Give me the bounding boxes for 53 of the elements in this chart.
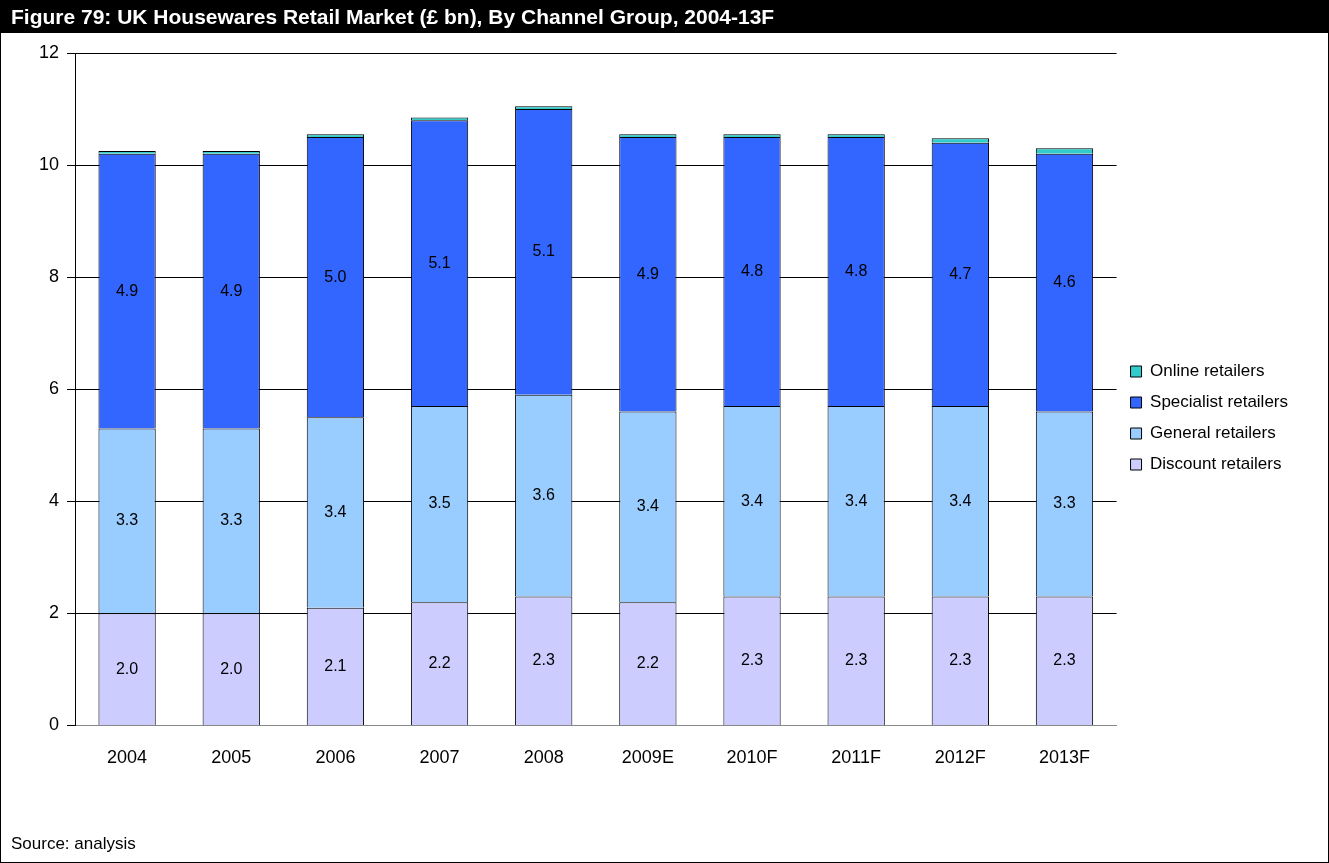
y-tick-label: 4 bbox=[49, 490, 60, 511]
legend-label: General retailers bbox=[1150, 423, 1276, 443]
data-label: 3.4 bbox=[949, 491, 972, 509]
data-label: 4.8 bbox=[740, 261, 764, 279]
y-tick-label: 12 bbox=[38, 41, 60, 62]
y-tick-label: 0 bbox=[49, 714, 60, 735]
data-label: 2.3 bbox=[1053, 651, 1076, 669]
data-label: 2.3 bbox=[532, 651, 555, 669]
data-label: 4.6 bbox=[1053, 273, 1076, 291]
data-label: 3.6 bbox=[532, 486, 555, 504]
x-tick-label: 2012F bbox=[934, 747, 986, 768]
data-label: 5.0 bbox=[324, 267, 347, 285]
data-label: 5.1 bbox=[532, 242, 555, 260]
data-label: 3.4 bbox=[324, 502, 347, 520]
data-label: 3.3 bbox=[220, 511, 243, 529]
x-tick-label: 2010F bbox=[726, 747, 778, 768]
x-tick-label: 2006 bbox=[315, 747, 356, 768]
x-tick-label: 2005 bbox=[211, 747, 252, 768]
data-label: 3.4 bbox=[636, 497, 660, 515]
y-tick-label: 8 bbox=[49, 266, 60, 287]
y-tick-label: 6 bbox=[49, 378, 60, 399]
data-label: 2.0 bbox=[220, 659, 243, 677]
legend-label: Discount retailers bbox=[1150, 454, 1282, 474]
legend-label: Online retailers bbox=[1150, 361, 1265, 381]
data-label: 3.5 bbox=[428, 494, 451, 512]
x-tick-label: 2004 bbox=[107, 747, 148, 768]
data-label: 2.3 bbox=[949, 651, 972, 669]
data-label: 4.9 bbox=[220, 281, 243, 299]
data-label: 2.3 bbox=[740, 651, 764, 669]
data-label: 4.9 bbox=[636, 264, 660, 282]
data-label: 3.4 bbox=[845, 491, 868, 509]
x-tick-label: 2009E bbox=[621, 747, 674, 768]
x-tick-label: 2013F bbox=[1038, 747, 1090, 768]
data-label: 2.2 bbox=[428, 653, 451, 671]
data-label: 3.3 bbox=[115, 511, 139, 529]
data-label: 2.2 bbox=[636, 653, 660, 671]
data-label: 4.9 bbox=[115, 281, 139, 299]
data-label: 2.1 bbox=[324, 656, 347, 674]
data-label: 2.0 bbox=[115, 659, 139, 677]
data-label: 5.1 bbox=[428, 253, 451, 271]
data-label: 3.4 bbox=[740, 491, 764, 509]
data-label: 2.3 bbox=[845, 651, 868, 669]
chart-title: Figure 79: UK Housewares Retail Market (£ bn), By Channel Group, 2004-13F bbox=[1, 1, 1328, 33]
x-tick-label: 2007 bbox=[419, 747, 460, 768]
x-tick-label: 2008 bbox=[523, 747, 564, 768]
y-tick-label: 2 bbox=[49, 602, 60, 623]
y-tick-label: 10 bbox=[38, 154, 60, 175]
data-label: 4.7 bbox=[949, 264, 972, 282]
x-tick-label: 2011F bbox=[831, 747, 882, 768]
data-label: 3.3 bbox=[1053, 494, 1076, 512]
source-note: Source: analysis bbox=[11, 834, 136, 854]
data-label: 4.8 bbox=[845, 261, 868, 279]
legend-label: Specialist retailers bbox=[1150, 392, 1289, 412]
